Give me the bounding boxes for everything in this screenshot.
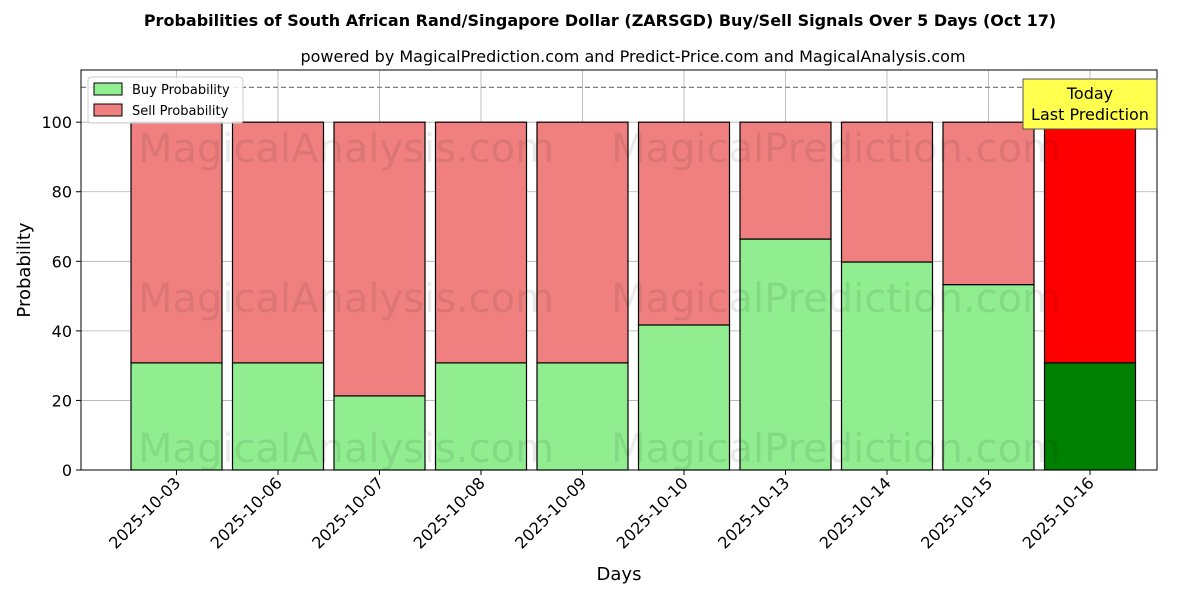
legend-swatch — [93, 103, 123, 117]
sell-bar — [637, 121, 731, 326]
sell-bar — [840, 121, 934, 263]
legend-label: Sell Probability — [132, 104, 229, 119]
annotation: Today Last Prediction — [1022, 78, 1158, 130]
watermark-text: MagicalAnalysis.com — [138, 126, 554, 172]
chart-subtitle: powered by MagicalPrediction.com and Pre… — [300, 47, 965, 66]
buy-bar — [637, 324, 731, 471]
sell-bar — [130, 121, 223, 364]
buy-bar — [942, 284, 1035, 471]
y-tick-label: 0 — [62, 461, 72, 480]
buy-bar — [536, 362, 629, 471]
chart-title: Probabilities of South African Rand/Sing… — [144, 11, 1056, 30]
legend: Buy Probability Sell Probability — [87, 76, 244, 124]
annotation-text: Today — [1066, 84, 1113, 103]
buy-bar — [840, 261, 934, 471]
watermark-text: MagicalPrediction.com — [611, 276, 1061, 322]
x-tick-label: 2025-10-14 — [816, 473, 895, 552]
x-tick-label: 2025-10-15 — [917, 473, 996, 552]
x-tick-label: 2025-10-07 — [308, 473, 387, 552]
annotation-text: Last Prediction — [1031, 105, 1149, 124]
x-tick-label: 2025-10-06 — [207, 473, 286, 552]
sell-bar — [536, 121, 629, 364]
sell-bar — [739, 121, 832, 240]
annotation-box — [1022, 78, 1158, 130]
y-axis: 0 20 40 60 80 100 — [41, 113, 81, 480]
y-tick-label: 20 — [52, 391, 72, 410]
bars — [130, 121, 1137, 471]
y-tick-label: 80 — [52, 183, 72, 202]
x-axis: 2025-10-03 2025-10-06 2025-10-07 2025-10-08… — [105, 470, 1098, 553]
buy-bar — [333, 395, 426, 471]
sell-bar — [434, 121, 528, 364]
buy-bar — [1043, 362, 1137, 471]
x-tick-label: 2025-10-13 — [714, 473, 793, 552]
x-tick-label: 2025-10-03 — [105, 473, 184, 552]
sell-bar — [333, 121, 426, 397]
sell-bar — [942, 121, 1035, 286]
y-axis-label: Probability — [14, 222, 35, 317]
watermark-text: MagicalPrediction.com — [611, 426, 1061, 472]
x-tick-label: 2025-10-09 — [511, 473, 590, 552]
watermark-text: MagicalPrediction.com — [611, 126, 1061, 172]
legend-box — [87, 76, 244, 124]
x-axis-label: Days — [597, 564, 642, 585]
sell-bar — [1043, 121, 1137, 364]
sell-bar — [231, 121, 325, 364]
x-tick-label: 2025-10-16 — [1019, 473, 1098, 552]
y-tick-label: 40 — [52, 322, 72, 341]
watermark-text: MagicalAnalysis.com — [138, 426, 554, 472]
y-tick-label: 100 — [41, 113, 72, 132]
x-tick-label: 2025-10-10 — [613, 473, 692, 552]
watermarks: MagicalAnalysis.com MagicalPrediction.com… — [138, 126, 1061, 472]
buy-bar — [739, 238, 832, 471]
legend-swatch — [93, 82, 123, 96]
watermark-text: MagicalAnalysis.com — [138, 276, 554, 322]
x-tick-label: 2025-10-08 — [410, 473, 489, 552]
legend-label: Buy Probability — [132, 83, 230, 98]
y-tick-label: 60 — [52, 252, 72, 271]
plot-frame — [80, 69, 1158, 471]
